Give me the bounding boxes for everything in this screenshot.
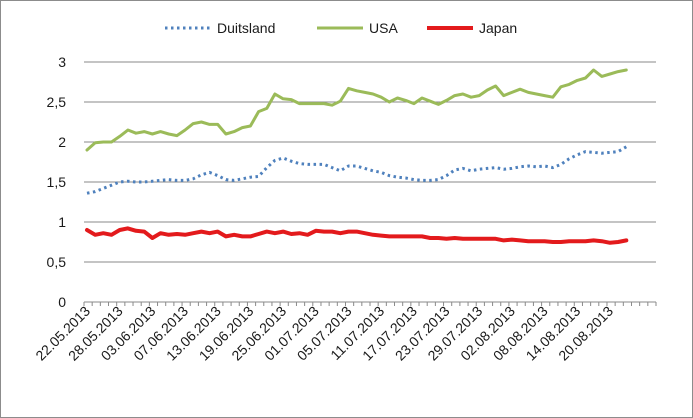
y-tick-label: 3 bbox=[58, 54, 66, 70]
series-line-usa bbox=[85, 68, 628, 152]
y-tick-label: 0,5 bbox=[47, 254, 67, 270]
y-tick-label: 2,5 bbox=[47, 94, 67, 110]
y-tick-label: 1 bbox=[58, 214, 66, 230]
legend-label-duitsland: Duitsland bbox=[217, 20, 275, 36]
legend: Duitsland USA Japan bbox=[165, 20, 517, 36]
series-line-japan bbox=[85, 226, 629, 245]
gridlines bbox=[84, 61, 656, 303]
y-axis-ticks: 0 0,5 1 1,5 2 2,5 3 bbox=[47, 54, 67, 310]
x-axis: 22.05.201328.05.201303.06.201307.06.2013… bbox=[32, 301, 657, 364]
y-tick-label: 2 bbox=[58, 134, 66, 150]
legend-label-usa: USA bbox=[369, 20, 398, 36]
legend-label-japan: Japan bbox=[479, 20, 517, 36]
y-tick-label: 1,5 bbox=[47, 174, 67, 190]
series-lines bbox=[85, 68, 629, 245]
series-line-duitsland bbox=[86, 145, 628, 195]
y-tick-label: 0 bbox=[58, 294, 66, 310]
